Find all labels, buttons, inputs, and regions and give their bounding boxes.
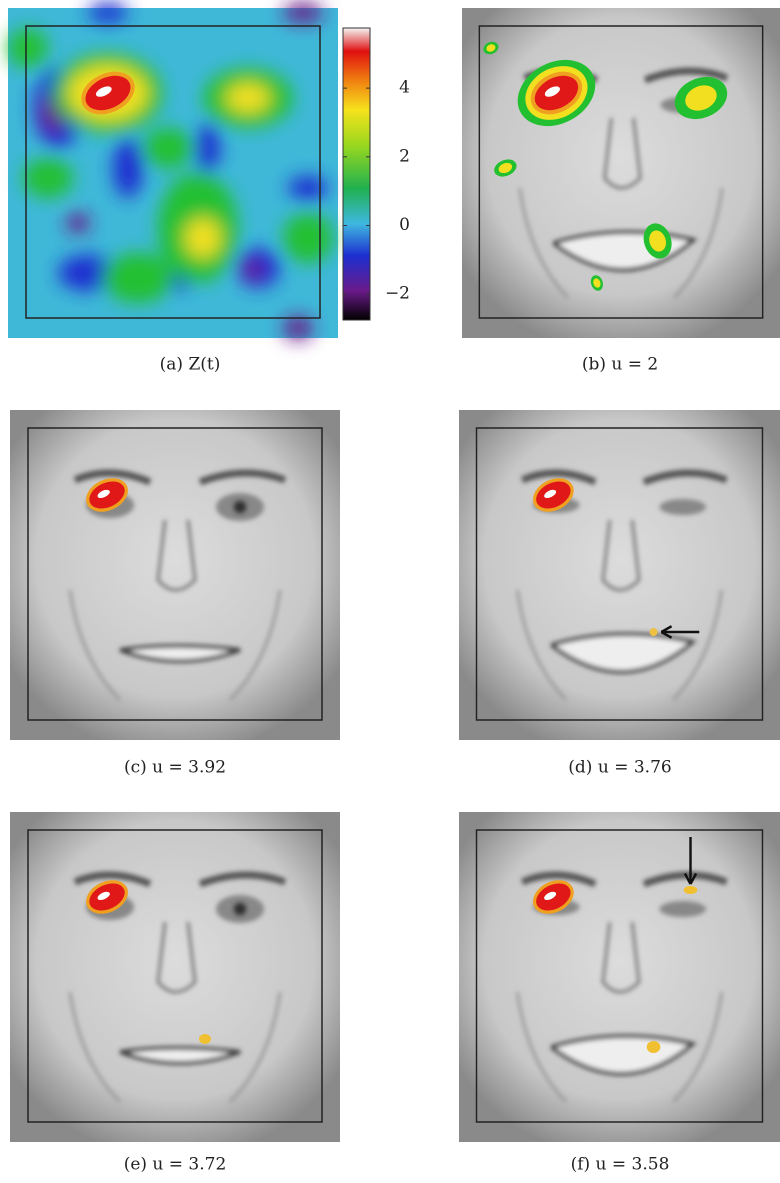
heat-blob bbox=[684, 886, 698, 894]
panel-caption: (e) u = 3.72 bbox=[124, 1155, 227, 1175]
heat-blob bbox=[283, 316, 313, 340]
heat-blob bbox=[226, 83, 270, 113]
eye bbox=[659, 901, 706, 917]
heat-blob bbox=[196, 123, 220, 173]
heat-blob bbox=[283, 3, 323, 23]
panel bbox=[10, 410, 340, 740]
panel-caption: (b) u = 2 bbox=[582, 355, 658, 375]
heat-blob bbox=[650, 628, 658, 636]
panel-image bbox=[8, 3, 338, 340]
panel-caption: (d) u = 3.76 bbox=[568, 758, 671, 778]
panel-caption: (c) u = 3.92 bbox=[124, 758, 226, 778]
panel bbox=[10, 812, 340, 1142]
photo-background bbox=[459, 812, 780, 1142]
colorbar-tick-label: −2 bbox=[385, 284, 410, 304]
heat-blob bbox=[113, 138, 143, 198]
photo-background bbox=[10, 410, 340, 740]
heat-blob bbox=[143, 128, 193, 168]
panel bbox=[8, 3, 338, 340]
panel-caption: (a) Z(t) bbox=[160, 355, 221, 375]
heat-blob bbox=[243, 260, 263, 280]
panel bbox=[459, 812, 780, 1142]
heat-blob bbox=[199, 1034, 211, 1044]
panel-image bbox=[459, 410, 780, 740]
colorbar-tick-label: 0 bbox=[399, 215, 410, 235]
panel-image bbox=[10, 410, 340, 740]
pupil bbox=[233, 500, 247, 514]
heat-blob bbox=[288, 176, 328, 200]
panel-image bbox=[462, 8, 780, 338]
panel bbox=[462, 8, 780, 338]
panel-caption: (f) u = 3.58 bbox=[571, 1155, 670, 1175]
colorbar bbox=[343, 28, 370, 320]
heat-blob bbox=[23, 158, 73, 198]
heat-blob bbox=[103, 253, 173, 303]
figure: (a) Z(t) (b) u = 2 (c) u = 3.92 (d) u = 3.7… bbox=[0, 0, 780, 1179]
pupil bbox=[233, 902, 247, 916]
eye bbox=[659, 499, 706, 515]
heat-blob bbox=[66, 213, 90, 233]
heat-blob bbox=[88, 3, 128, 23]
heat-blob bbox=[647, 1041, 661, 1053]
panel bbox=[459, 410, 780, 740]
photo-background bbox=[459, 410, 780, 740]
panel-image bbox=[459, 812, 780, 1142]
panel-image bbox=[10, 812, 340, 1142]
heat-blob bbox=[8, 28, 48, 68]
colorbar-tick-label: 2 bbox=[399, 146, 410, 166]
heat-blob bbox=[283, 213, 333, 263]
colorbar-tick-label: 4 bbox=[399, 78, 410, 98]
photo-background bbox=[10, 812, 340, 1142]
heat-blob bbox=[185, 218, 221, 258]
